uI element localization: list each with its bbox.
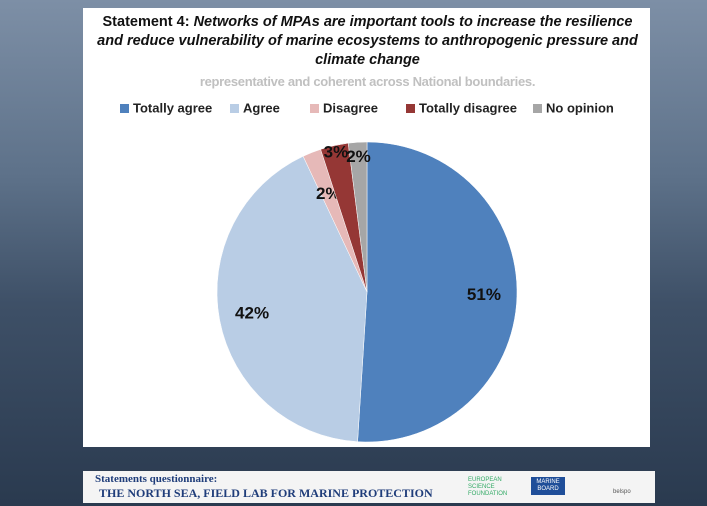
legend-swatch [310,104,319,113]
footer-subtitle: THE NORTH SEA, FIELD LAB FOR MARINE PROT… [99,486,433,500]
logo-marine-board: MARINE BOARD [531,477,565,495]
pie-slice [347,141,368,293]
logo-belspo: belspo [613,489,631,495]
title-text: Networks of MPAs are important tools to … [97,14,638,68]
data-label: 2% [346,147,371,166]
footer-heading: Statements questionnaire: [95,473,218,485]
legend-label: Disagree [323,100,378,115]
pie-slice [357,141,518,443]
title-prefix: Statement 4: [102,14,190,30]
legend-label: Totally agree [133,100,212,115]
legend-label: Agree [243,100,280,115]
legend-label: No opinion [546,100,614,115]
footer: Statements questionnaire: THE NORTH SEA,… [83,471,655,503]
chart-title: Statement 4: Networks of MPAs are import… [95,13,640,70]
legend-label: Totally disagree [419,100,517,115]
data-label: 3% [324,142,349,161]
legend-swatch [120,104,129,113]
legend-swatch [230,104,239,113]
data-label: 51% [467,285,501,304]
overlay-text: representative and coherent across Natio… [199,74,536,89]
pie-slice [216,155,368,442]
data-label: 42% [235,303,269,322]
legend-swatch [406,104,415,113]
legend-swatch [533,104,542,113]
logo-esf: EUROPEAN SCIENCE FOUNDATION [468,477,508,497]
